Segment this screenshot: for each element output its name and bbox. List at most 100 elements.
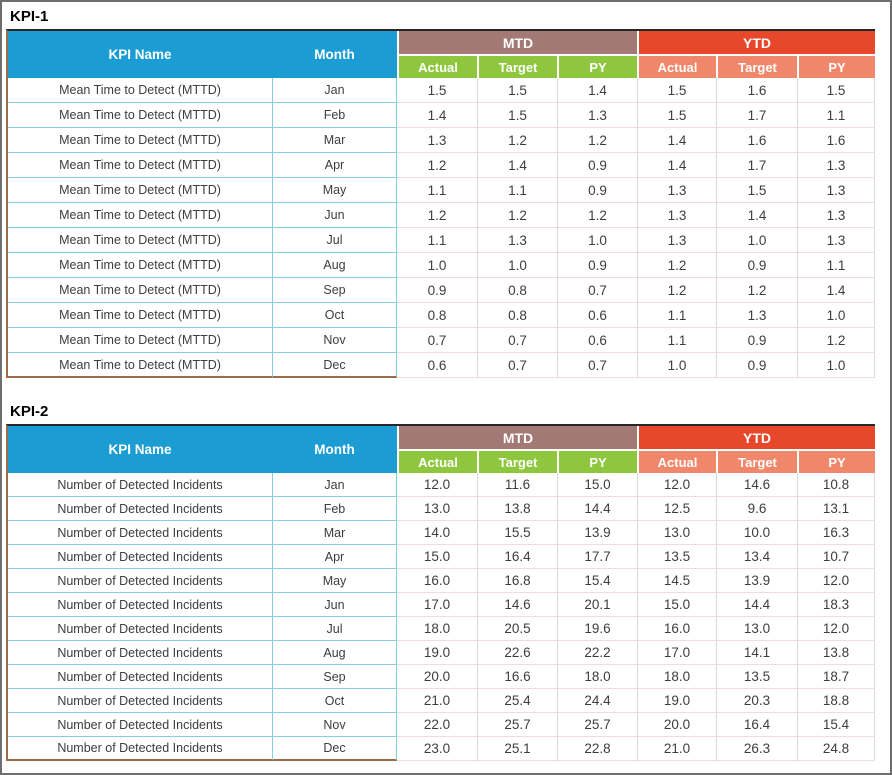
mtd-actual-cell[interactable]: 19.0 <box>397 641 477 665</box>
ytd-actual-cell[interactable]: 1.3 <box>637 178 716 203</box>
ytd-py-cell[interactable]: 15.4 <box>797 713 875 737</box>
month-cell[interactable]: Dec <box>272 353 397 378</box>
month-cell[interactable]: Nov <box>272 328 397 353</box>
ytd-actual-cell[interactable]: 1.0 <box>637 353 716 378</box>
mtd-target-cell[interactable]: 1.5 <box>477 78 557 103</box>
ytd-py-cell[interactable]: 16.3 <box>797 521 875 545</box>
mtd-actual-cell[interactable]: 17.0 <box>397 593 477 617</box>
ytd-target-cell[interactable]: 14.6 <box>716 473 797 497</box>
mtd-actual-cell[interactable]: 1.5 <box>397 78 477 103</box>
mtd-py-cell[interactable]: 22.8 <box>557 737 637 761</box>
ytd-py-cell[interactable]: 1.5 <box>797 78 875 103</box>
ytd-py-cell[interactable]: 18.7 <box>797 665 875 689</box>
ytd-py-cell[interactable]: 24.8 <box>797 737 875 761</box>
ytd-target-cell[interactable]: 0.9 <box>716 328 797 353</box>
ytd-actual-cell[interactable]: 1.3 <box>637 228 716 253</box>
kpi-name-cell[interactable]: Mean Time to Detect (MTTD) <box>8 203 272 228</box>
ytd-actual-cell[interactable]: 13.0 <box>637 521 716 545</box>
month-cell[interactable]: Aug <box>272 253 397 278</box>
mtd-py-cell[interactable]: 1.3 <box>557 103 637 128</box>
month-cell[interactable]: Oct <box>272 303 397 328</box>
mtd-target-cell[interactable]: 11.6 <box>477 473 557 497</box>
mtd-target-cell[interactable]: 1.3 <box>477 228 557 253</box>
ytd-actual-cell[interactable]: 16.0 <box>637 617 716 641</box>
month-cell[interactable]: Mar <box>272 521 397 545</box>
ytd-actual-cell[interactable]: 15.0 <box>637 593 716 617</box>
ytd-target-cell[interactable]: 13.9 <box>716 569 797 593</box>
month-cell[interactable]: Jan <box>272 473 397 497</box>
kpi-name-cell[interactable]: Mean Time to Detect (MTTD) <box>8 228 272 253</box>
ytd-py-cell[interactable]: 12.0 <box>797 617 875 641</box>
ytd-target-cell[interactable]: 1.5 <box>716 178 797 203</box>
ytd-py-cell[interactable]: 12.0 <box>797 569 875 593</box>
kpi-name-cell[interactable]: Number of Detected Incidents <box>8 473 272 497</box>
ytd-py-cell[interactable]: 1.1 <box>797 253 875 278</box>
mtd-target-cell[interactable]: 0.8 <box>477 278 557 303</box>
ytd-py-cell[interactable]: 1.0 <box>797 303 875 328</box>
kpi-name-cell[interactable]: Number of Detected Incidents <box>8 641 272 665</box>
ytd-actual-cell[interactable]: 1.4 <box>637 128 716 153</box>
ytd-target-cell[interactable]: 1.7 <box>716 103 797 128</box>
mtd-target-cell[interactable]: 16.8 <box>477 569 557 593</box>
ytd-py-cell[interactable]: 13.1 <box>797 497 875 521</box>
ytd-target-cell[interactable]: 1.2 <box>716 278 797 303</box>
month-cell[interactable]: Sep <box>272 665 397 689</box>
mtd-target-cell[interactable]: 1.2 <box>477 128 557 153</box>
mtd-target-cell[interactable]: 1.2 <box>477 203 557 228</box>
mtd-actual-cell[interactable]: 0.7 <box>397 328 477 353</box>
mtd-py-cell[interactable]: 19.6 <box>557 617 637 641</box>
mtd-actual-cell[interactable]: 18.0 <box>397 617 477 641</box>
kpi-name-cell[interactable]: Number of Detected Incidents <box>8 665 272 689</box>
mtd-py-cell[interactable]: 0.6 <box>557 328 637 353</box>
mtd-target-cell[interactable]: 22.6 <box>477 641 557 665</box>
month-cell[interactable]: Sep <box>272 278 397 303</box>
kpi-name-cell[interactable]: Mean Time to Detect (MTTD) <box>8 103 272 128</box>
kpi-name-cell[interactable]: Mean Time to Detect (MTTD) <box>8 303 272 328</box>
mtd-actual-cell[interactable]: 16.0 <box>397 569 477 593</box>
mtd-actual-cell[interactable]: 15.0 <box>397 545 477 569</box>
ytd-actual-cell[interactable]: 1.2 <box>637 278 716 303</box>
mtd-target-cell[interactable]: 1.1 <box>477 178 557 203</box>
mtd-target-cell[interactable]: 13.8 <box>477 497 557 521</box>
mtd-py-cell[interactable]: 25.7 <box>557 713 637 737</box>
mtd-actual-cell[interactable]: 1.1 <box>397 228 477 253</box>
ytd-actual-cell[interactable]: 12.0 <box>637 473 716 497</box>
ytd-target-cell[interactable]: 0.9 <box>716 253 797 278</box>
mtd-py-cell[interactable]: 14.4 <box>557 497 637 521</box>
ytd-actual-cell[interactable]: 12.5 <box>637 497 716 521</box>
mtd-target-cell[interactable]: 25.4 <box>477 689 557 713</box>
mtd-actual-cell[interactable]: 20.0 <box>397 665 477 689</box>
month-cell[interactable]: Aug <box>272 641 397 665</box>
mtd-py-cell[interactable]: 13.9 <box>557 521 637 545</box>
mtd-actual-cell[interactable]: 13.0 <box>397 497 477 521</box>
month-cell[interactable]: Jan <box>272 78 397 103</box>
mtd-py-cell[interactable]: 15.0 <box>557 473 637 497</box>
mtd-target-cell[interactable]: 1.5 <box>477 103 557 128</box>
kpi-name-cell[interactable]: Mean Time to Detect (MTTD) <box>8 78 272 103</box>
mtd-target-cell[interactable]: 14.6 <box>477 593 557 617</box>
mtd-py-cell[interactable]: 0.9 <box>557 153 637 178</box>
ytd-py-cell[interactable]: 10.8 <box>797 473 875 497</box>
mtd-actual-cell[interactable]: 1.1 <box>397 178 477 203</box>
ytd-py-cell[interactable]: 10.7 <box>797 545 875 569</box>
ytd-py-cell[interactable]: 1.6 <box>797 128 875 153</box>
kpi-name-cell[interactable]: Mean Time to Detect (MTTD) <box>8 253 272 278</box>
ytd-py-cell[interactable]: 18.8 <box>797 689 875 713</box>
mtd-actual-cell[interactable]: 14.0 <box>397 521 477 545</box>
mtd-target-cell[interactable]: 25.7 <box>477 713 557 737</box>
month-cell[interactable]: Oct <box>272 689 397 713</box>
ytd-py-cell[interactable]: 18.3 <box>797 593 875 617</box>
mtd-target-cell[interactable]: 1.4 <box>477 153 557 178</box>
ytd-py-cell[interactable]: 1.3 <box>797 153 875 178</box>
kpi-name-cell[interactable]: Mean Time to Detect (MTTD) <box>8 153 272 178</box>
mtd-py-cell[interactable]: 0.7 <box>557 353 637 378</box>
ytd-target-cell[interactable]: 20.3 <box>716 689 797 713</box>
ytd-target-cell[interactable]: 1.7 <box>716 153 797 178</box>
mtd-py-cell[interactable]: 1.0 <box>557 228 637 253</box>
mtd-target-cell[interactable]: 20.5 <box>477 617 557 641</box>
kpi-name-cell[interactable]: Mean Time to Detect (MTTD) <box>8 178 272 203</box>
mtd-py-cell[interactable]: 1.4 <box>557 78 637 103</box>
mtd-py-cell[interactable]: 0.9 <box>557 253 637 278</box>
kpi-name-cell[interactable]: Mean Time to Detect (MTTD) <box>8 128 272 153</box>
mtd-py-cell[interactable]: 1.2 <box>557 203 637 228</box>
